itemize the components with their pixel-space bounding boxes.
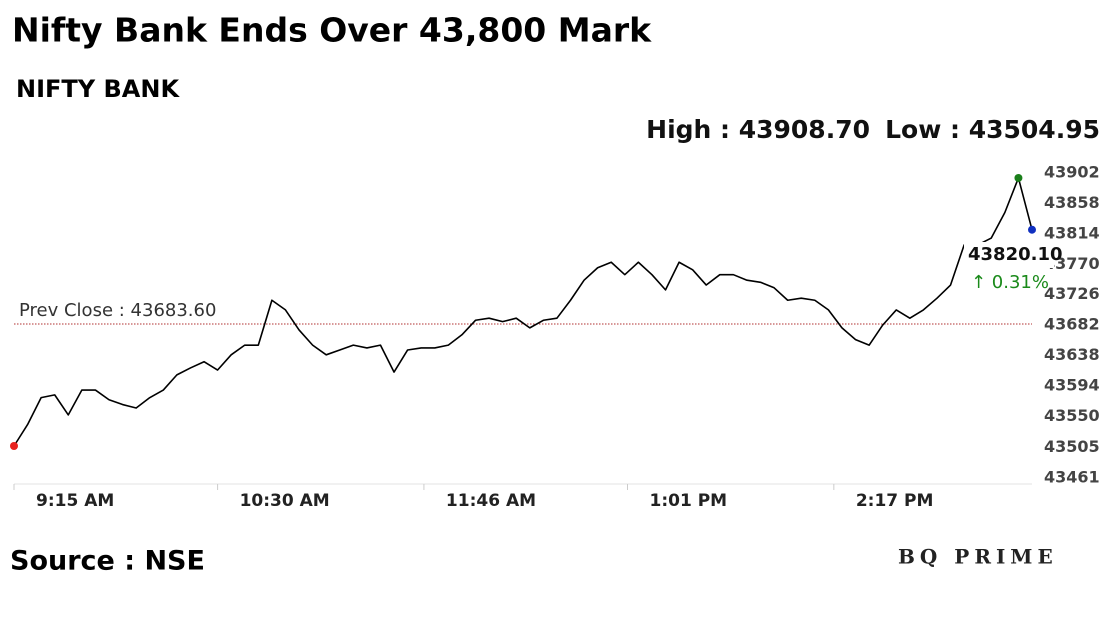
start-marker [10, 442, 18, 451]
x-tick-label: 2:17 PM [856, 491, 934, 511]
chart-title: Nifty Bank Ends Over 43,800 Mark [12, 11, 652, 50]
high-marker [1014, 173, 1023, 182]
y-tick-label: 43505 [1044, 437, 1100, 456]
y-tick-label: 43726 [1044, 284, 1100, 303]
y-tick-label: 43594 [1044, 375, 1100, 394]
source: Source : NSE [10, 546, 205, 577]
x-tick-label: 9:15 AM [36, 491, 114, 511]
prev-close-label: Prev Close : 43683.60 [19, 300, 216, 321]
x-tick-label: 11:46 AM [446, 491, 536, 511]
price-line [13, 177, 1033, 447]
y-tick-label: 43461 [1044, 467, 1100, 486]
y-tick-label: 43902 [1044, 163, 1100, 182]
y-tick-label: 43814 [1044, 223, 1100, 242]
high-label: High : 43908.70 [646, 115, 870, 144]
x-tick-label: 1:01 PM [650, 491, 728, 511]
end-marker [1028, 225, 1036, 234]
x-tick-label: 10:30 AM [240, 491, 330, 511]
y-tick-label: 43550 [1044, 406, 1100, 425]
chart-subtitle: NIFTY BANK [16, 75, 180, 103]
y-tick-label: 43858 [1044, 193, 1100, 212]
y-tick-label: 43682 [1044, 315, 1100, 334]
last-label-bg [964, 242, 1054, 268]
last-label: 43820.10 [968, 244, 1063, 265]
change-label: ↑ 0.31% [971, 272, 1049, 293]
low-label: Low : 43504.95 [885, 115, 1100, 144]
brand-logo: BQ PRIME [898, 545, 1058, 569]
y-tick-label: 43638 [1044, 345, 1100, 364]
y-tick-label: 43770 [1044, 254, 1100, 273]
